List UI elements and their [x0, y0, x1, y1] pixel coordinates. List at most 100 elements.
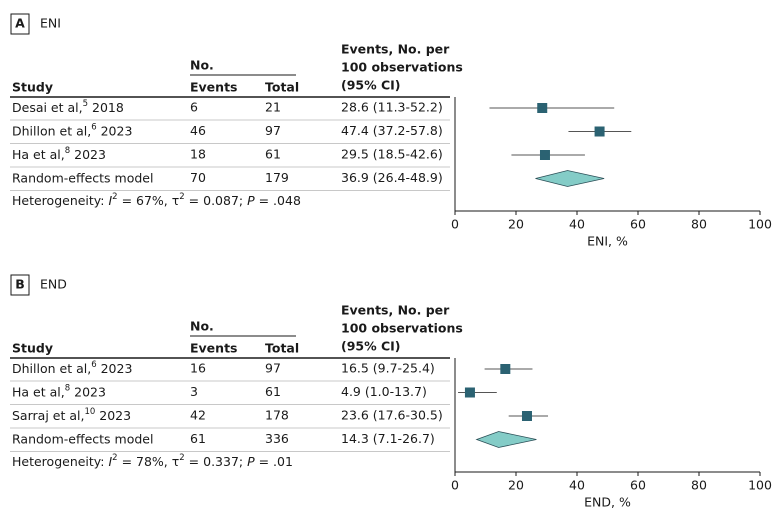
x-tick-label: 100	[748, 478, 772, 493]
total-cell: 97	[265, 361, 281, 376]
heterogeneity: Heterogeneity: I2 = 67%, τ2 = 0.087; P =…	[12, 192, 301, 208]
events-cell: 3	[190, 384, 198, 399]
x-tick-label: 60	[630, 478, 646, 493]
heterogeneity-part: 2	[112, 192, 117, 202]
reference: 8	[65, 146, 70, 156]
reference: 8	[65, 383, 70, 393]
study-label: Dhillon et al,6 2023	[12, 360, 132, 376]
heterogeneity-part: P	[247, 454, 255, 469]
study-name: Desai et al,	[12, 100, 83, 115]
study-label: Random-effects model	[12, 170, 153, 185]
heterogeneity-part: Heterogeneity:	[12, 193, 108, 208]
column-header: Study	[12, 80, 53, 95]
study-year: 2023	[74, 384, 106, 399]
heterogeneity-part: = 0.087;	[185, 193, 247, 208]
events-cell: 18	[190, 147, 206, 162]
events-cell: 42	[190, 408, 206, 423]
column-header: 100 observations	[341, 321, 463, 336]
x-axis-label: ENI, %	[587, 234, 628, 249]
x-tick-label: 20	[508, 217, 524, 232]
heterogeneity-part: = 67%, τ	[118, 193, 180, 208]
study-name: Random-effects model	[12, 431, 153, 446]
x-tick-label: 100	[748, 217, 772, 232]
point-estimate	[594, 126, 605, 137]
column-group-header: No.	[190, 319, 214, 334]
x-axis-label: END, %	[584, 495, 631, 510]
x-tick-label: 0	[451, 478, 459, 493]
heterogeneity: Heterogeneity: I2 = 78%, τ2 = 0.337; P =…	[12, 453, 293, 469]
heterogeneity-part: 2	[179, 192, 184, 202]
study-label: Dhillon et al,6 2023	[12, 122, 132, 138]
x-tick-label: 80	[691, 217, 707, 232]
column-header: Events, No. per	[341, 303, 450, 318]
estimate-cell: 14.3 (7.1-26.7)	[341, 431, 435, 446]
study-name: Sarraj et al,	[12, 408, 84, 423]
study-year: 2023	[101, 123, 133, 138]
heterogeneity-part: = .048	[255, 193, 301, 208]
heterogeneity-part: I	[108, 454, 112, 469]
estimate-cell: 16.5 (9.7-25.4)	[341, 361, 435, 376]
x-tick-label: 80	[691, 478, 707, 493]
study-label: Desai et al,5 2018	[12, 99, 124, 115]
events-cell: 46	[190, 123, 206, 138]
reference: 5	[83, 99, 88, 109]
x-tick-label: 40	[569, 478, 585, 493]
point-estimate	[539, 150, 550, 160]
pooled-diamond	[475, 431, 537, 448]
study-year: 2023	[74, 147, 106, 162]
heterogeneity-part: Heterogeneity:	[12, 454, 108, 469]
reference: 6	[91, 122, 96, 132]
study-label: Ha et al,8 2023	[12, 146, 106, 162]
column-header: 100 observations	[341, 60, 463, 75]
column-header: Study	[12, 341, 53, 356]
panel-title: END	[40, 277, 67, 292]
estimate-cell: 4.9 (1.0-13.7)	[341, 384, 427, 399]
heterogeneity-part: 2	[112, 453, 117, 463]
heterogeneity-part: = 0.337;	[185, 454, 247, 469]
events-cell: 6	[190, 100, 198, 115]
total-cell: 336	[265, 431, 289, 446]
column-header: Total	[265, 80, 299, 95]
column-header: Events, No. per	[341, 42, 450, 57]
estimate-cell: 29.5 (18.5-42.6)	[341, 147, 443, 162]
column-header: Events	[190, 341, 237, 356]
study-label: Sarraj et al,10 2023	[12, 407, 131, 423]
column-group-header: No.	[190, 58, 214, 73]
point-estimate	[537, 103, 548, 113]
total-cell: 178	[265, 408, 289, 423]
estimate-cell: 47.4 (37.2-57.8)	[341, 123, 443, 138]
estimate-cell: 28.6 (11.3-52.2)	[341, 100, 443, 115]
x-tick-label: 20	[508, 478, 524, 493]
events-cell: 16	[190, 361, 206, 376]
x-tick-label: 60	[630, 217, 646, 232]
x-tick-label: 0	[451, 217, 459, 232]
events-cell: 70	[190, 170, 206, 185]
heterogeneity-part: I	[108, 193, 112, 208]
heterogeneity-part: = 78%, τ	[118, 454, 180, 469]
panel-label: A	[15, 16, 25, 31]
point-estimate	[464, 387, 475, 398]
study-name: Dhillon et al,	[12, 123, 91, 138]
estimate-cell: 23.6 (17.6-30.5)	[341, 408, 443, 423]
reference: 6	[91, 360, 96, 370]
column-header: Total	[265, 341, 299, 356]
total-cell: 21	[265, 100, 281, 115]
study-label: Ha et al,8 2023	[12, 383, 106, 399]
column-header: (95% CI)	[341, 78, 401, 93]
study-name: Random-effects model	[12, 170, 153, 185]
total-cell: 61	[265, 147, 281, 162]
study-year: 2018	[92, 100, 124, 115]
study-year: 2023	[99, 408, 131, 423]
heterogeneity-part: = .01	[255, 454, 293, 469]
point-estimate	[500, 364, 511, 374]
total-cell: 61	[265, 384, 281, 399]
reference: 10	[84, 407, 95, 417]
panel-title: ENI	[40, 16, 61, 31]
point-estimate	[521, 411, 532, 421]
column-header: Events	[190, 80, 237, 95]
study-name: Ha et al,	[12, 147, 65, 162]
panel-label-box	[10, 13, 30, 35]
column-header: (95% CI)	[341, 339, 401, 354]
heterogeneity-part: P	[247, 193, 255, 208]
